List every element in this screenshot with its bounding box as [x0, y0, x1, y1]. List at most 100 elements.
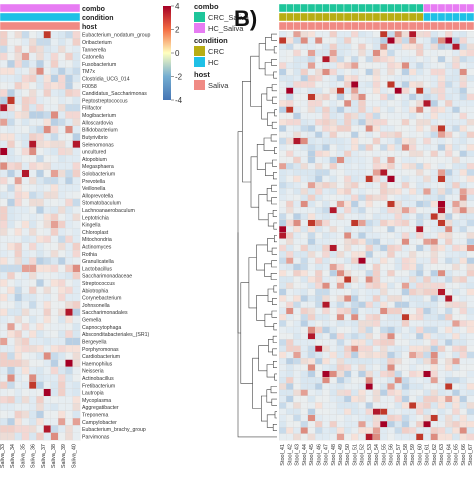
heatmap-cell	[286, 427, 294, 434]
heatmap-cell	[0, 220, 8, 229]
heatmap-cell	[314, 100, 323, 107]
heatmap-cell	[307, 137, 316, 145]
heatmap-cell	[300, 376, 309, 384]
heatmap-cell	[379, 175, 388, 183]
row-label: Corynebacterium	[82, 296, 122, 302]
heatmap-cell	[43, 257, 52, 265]
heatmap-cell	[401, 30, 410, 38]
heatmap-cell	[307, 244, 316, 252]
heatmap-cell	[28, 176, 37, 185]
heatmap-cell	[387, 74, 395, 82]
heatmap-cell	[307, 282, 316, 290]
heatmap-cell	[0, 38, 8, 46]
heatmap-cell	[423, 351, 431, 359]
heatmap-cell	[452, 43, 460, 51]
heatmap-cell	[314, 225, 323, 233]
heatmap-cell	[21, 155, 30, 163]
heatmap-cell	[394, 150, 402, 157]
row-label: Neisseria	[82, 369, 104, 375]
heatmap-cell	[36, 103, 44, 112]
heatmap-cell	[351, 301, 359, 309]
heatmap-cell	[58, 184, 66, 192]
heatmap-cell	[14, 249, 22, 258]
heatmap-cell	[7, 381, 15, 390]
heatmap-cell	[14, 228, 22, 236]
heatmap-cell	[21, 293, 30, 302]
heatmap-cell	[416, 332, 424, 340]
heatmap-cell	[65, 271, 73, 280]
heatmap-cell	[394, 244, 402, 252]
heatmap-cell	[430, 402, 439, 409]
heatmap-cell	[358, 200, 366, 208]
heatmap-cell	[423, 219, 431, 227]
heatmap-cell	[358, 288, 366, 296]
heatmap-cell	[444, 376, 453, 384]
heatmap-cell	[36, 228, 44, 236]
heatmap-cell	[401, 49, 410, 57]
heatmap-cell	[343, 106, 352, 113]
heatmap-cell	[437, 156, 446, 164]
heatmap-cell	[286, 188, 294, 195]
heatmap-cell	[452, 181, 460, 189]
heatmap-cell	[72, 330, 81, 338]
heatmap-cell	[0, 67, 8, 75]
heatmap-cell	[58, 147, 66, 156]
heatmap-cell	[28, 147, 37, 156]
heatmap-cell	[408, 150, 417, 157]
heatmap-cell	[358, 125, 366, 132]
heatmap-cell	[343, 68, 352, 76]
heatmap-cell	[423, 320, 431, 327]
heatmap-cell	[300, 244, 309, 252]
heatmap-cell	[7, 67, 15, 75]
heatmap-cell	[358, 81, 366, 88]
heatmap-cell	[58, 293, 66, 302]
heatmap-cell	[358, 118, 366, 126]
heatmap-cell	[430, 420, 439, 428]
heatmap-cell	[365, 93, 374, 101]
dendrogram-branch	[272, 96, 277, 104]
heatmap-cell	[50, 410, 59, 419]
heatmap-cell	[14, 279, 22, 287]
heatmap-cell	[423, 339, 431, 346]
heatmap-cell	[379, 81, 388, 88]
heatmap-cell	[437, 313, 446, 321]
heatmap-cell	[408, 251, 417, 258]
heatmap-cell	[372, 345, 381, 353]
heatmap-cell	[379, 100, 388, 107]
heatmap-cell	[423, 326, 431, 334]
heatmap-cell	[336, 383, 345, 390]
heatmap-cell	[7, 184, 15, 192]
annotation-cell-combo	[365, 3, 374, 13]
heatmap-cell	[423, 112, 431, 120]
heatmap-cell	[430, 395, 439, 403]
heatmap-cell	[329, 112, 337, 120]
heatmap-cell	[286, 307, 294, 315]
heatmap-cell	[430, 30, 439, 38]
heatmap-cell	[21, 169, 30, 178]
heatmap-cell	[314, 288, 323, 296]
heatmap-cell	[50, 67, 59, 75]
heatmap-cell	[466, 244, 474, 252]
row-label: Chloroplast	[82, 230, 109, 236]
heatmap-cell	[408, 263, 417, 271]
heatmap-cell	[394, 351, 402, 359]
heatmap-cell	[372, 162, 381, 170]
heatmap-cell	[452, 389, 460, 397]
heatmap-cell	[36, 242, 44, 251]
heatmap-cell	[58, 322, 66, 331]
row-label: Filifactor	[82, 106, 102, 112]
heatmap-cell	[286, 389, 294, 397]
heatmap-cell	[314, 181, 323, 189]
heatmap-cell	[387, 389, 395, 397]
heatmap-cell	[336, 144, 345, 151]
heatmap-cell	[387, 238, 395, 246]
dendrogram-branch	[272, 159, 277, 167]
heatmap-cell	[358, 43, 366, 51]
annotation-cell-condition	[430, 12, 439, 22]
heatmap-cell	[286, 131, 294, 139]
heatmap-cell	[401, 376, 410, 384]
heatmap-cell	[459, 313, 467, 321]
heatmap-cell	[452, 30, 460, 38]
heatmap-cell	[444, 288, 453, 296]
heatmap-cell	[444, 370, 453, 378]
